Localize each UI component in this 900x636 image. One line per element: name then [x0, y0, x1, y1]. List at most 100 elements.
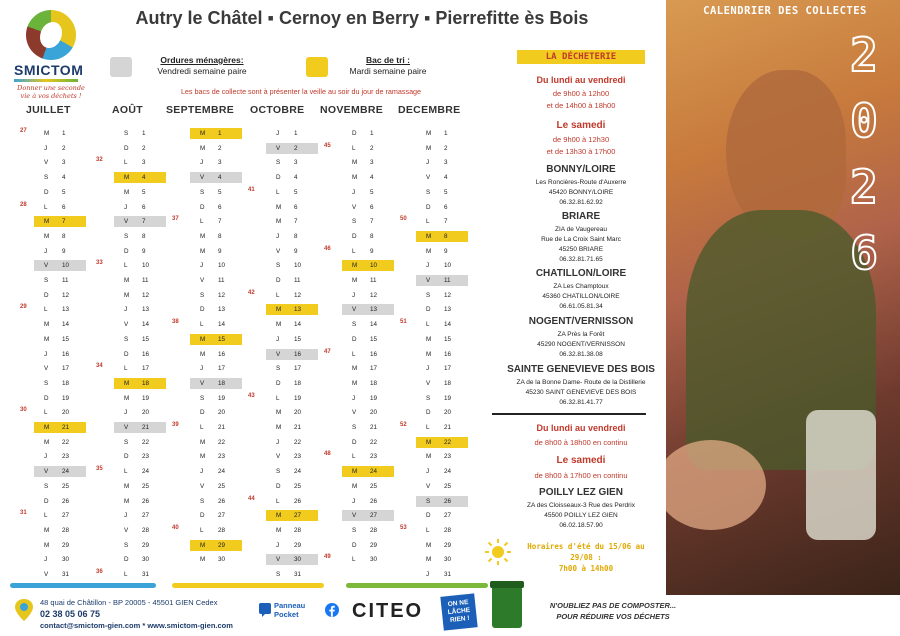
- om-legend-swatch: [110, 57, 132, 77]
- day-number: 4: [62, 174, 66, 182]
- day-letter: V: [426, 482, 431, 490]
- day-letter: D: [200, 203, 205, 211]
- year-digit-3: 2: [849, 160, 879, 214]
- day-letter: J: [44, 350, 48, 358]
- day-number: 12: [218, 291, 226, 299]
- photo-container: [806, 410, 876, 540]
- day-letter: S: [276, 571, 281, 578]
- day-cell: V 10: [34, 260, 86, 272]
- day-number: 3: [294, 159, 298, 167]
- day-number: 29: [142, 541, 150, 549]
- day-number: 5: [142, 188, 146, 196]
- day-letter: L: [44, 203, 48, 211]
- day-number: 15: [370, 335, 378, 343]
- month-header-juillet: JUILLET: [26, 104, 71, 116]
- day-number: 5: [62, 188, 66, 196]
- site-chatillon-line1: ZA Les Champtoux: [553, 283, 609, 290]
- day-cell: M 13: [266, 304, 318, 316]
- day-cell: S 12: [416, 290, 468, 301]
- day-cell: V 17: [34, 363, 86, 374]
- day-number: 29: [370, 541, 378, 549]
- day-number: 28: [62, 526, 70, 534]
- site-bonny-phone: 06.32.81.62.92: [559, 199, 603, 206]
- day-number: 27: [218, 512, 226, 520]
- month-header-octobre: OCTOBRE: [250, 104, 305, 116]
- day-cell: V 31: [34, 569, 86, 580]
- site-sainte-genevieve-phone: 06.32.81.41.77: [559, 399, 603, 406]
- day-letter: V: [44, 262, 49, 270]
- day-number: 23: [444, 453, 452, 461]
- day-letter: J: [200, 468, 204, 476]
- day-letter: L: [124, 262, 128, 270]
- day-number: 5: [444, 188, 448, 196]
- day-number: 26: [142, 497, 150, 505]
- day-cell: D 27: [190, 510, 242, 521]
- week-number: 42: [248, 289, 255, 296]
- day-cell: L 16: [342, 349, 394, 360]
- panneau-pocket-icon[interactable]: [258, 602, 272, 618]
- day-number: 22: [62, 438, 70, 446]
- week-number: 34: [96, 363, 103, 370]
- site-sainte-genevieve-name: SAINTE GENEVIEVE DES BOIS: [507, 364, 655, 375]
- day-number: 1: [142, 130, 146, 137]
- day-number: 13: [62, 306, 70, 314]
- collection-notice: Les bacs de collecte sont à présenter la…: [180, 87, 422, 96]
- day-letter: V: [200, 379, 205, 387]
- week-number: 50: [400, 216, 407, 223]
- day-number: 22: [218, 438, 226, 446]
- day-letter: J: [426, 159, 430, 167]
- site-sainte-genevieve-line1: ZA de la Bonne Dame- Route de la Distill…: [516, 379, 646, 386]
- tri-legend-title: Bac de tri :: [366, 55, 410, 65]
- day-letter: L: [426, 321, 430, 329]
- day-cell: V 16: [266, 348, 318, 360]
- week-number: 40: [172, 524, 179, 531]
- day-cell: M 20: [266, 407, 318, 418]
- panneau-label: Panneau: [274, 601, 306, 610]
- day-cell: L 27: [34, 510, 86, 521]
- day-number: 26: [444, 497, 452, 505]
- day-cell: V 24: [34, 466, 86, 478]
- day-letter: L: [426, 218, 430, 226]
- site-bonny-name: BONNY/LOIRE: [546, 164, 616, 175]
- logo-name: SMICTOM: [14, 62, 84, 78]
- day-number: 6: [444, 203, 448, 211]
- day-number: 8: [142, 232, 146, 240]
- day-number: 30: [62, 556, 70, 564]
- day-letter: M: [124, 482, 130, 490]
- day-letter: V: [124, 321, 129, 329]
- day-cell: M 25: [114, 481, 166, 492]
- day-letter: V: [200, 277, 205, 284]
- day-cell: S 10: [266, 260, 318, 271]
- day-number: 15: [218, 335, 226, 343]
- day-letter: S: [44, 277, 49, 284]
- day-number: 1: [444, 130, 448, 137]
- day-number: 28: [218, 526, 226, 534]
- day-number: 14: [218, 321, 226, 329]
- tri-legend-day: Mardi semaine paire: [349, 66, 427, 76]
- day-number: 18: [142, 379, 150, 387]
- panneau-pocket-label[interactable]: Panneau Pocket: [274, 601, 305, 619]
- day-cell: M 24: [342, 466, 394, 478]
- facebook-icon[interactable]: [325, 603, 339, 617]
- day-letter: M: [44, 526, 50, 534]
- day-number: 19: [218, 394, 226, 402]
- day-letter: S: [352, 321, 357, 329]
- day-letter: L: [276, 394, 280, 402]
- day-number: 24: [370, 468, 378, 476]
- day-cell: L 28: [416, 525, 468, 536]
- footer-contact[interactable]: contact@smictom-gien.com * www.smictom-g…: [40, 621, 233, 630]
- day-letter: M: [352, 482, 358, 490]
